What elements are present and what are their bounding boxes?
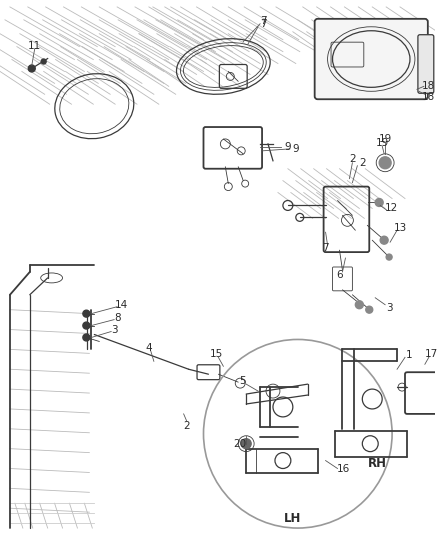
Circle shape: [375, 198, 383, 206]
Text: 8: 8: [114, 313, 120, 322]
Circle shape: [83, 334, 90, 341]
Text: 11: 11: [28, 41, 41, 51]
Text: 6: 6: [336, 270, 343, 280]
Text: 9: 9: [285, 142, 291, 152]
Circle shape: [379, 157, 391, 169]
Text: 18: 18: [422, 82, 435, 91]
Text: 13: 13: [393, 223, 406, 233]
Text: 17: 17: [425, 349, 438, 359]
Text: 7: 7: [260, 19, 266, 29]
Circle shape: [380, 236, 388, 244]
Circle shape: [28, 65, 35, 72]
Circle shape: [41, 59, 46, 64]
Circle shape: [355, 301, 363, 309]
Text: 16: 16: [337, 464, 350, 473]
Text: RH: RH: [368, 457, 387, 470]
Circle shape: [386, 254, 392, 260]
FancyBboxPatch shape: [418, 35, 434, 93]
Text: 15: 15: [210, 349, 223, 359]
Circle shape: [83, 322, 90, 329]
Text: 3: 3: [111, 325, 117, 335]
Circle shape: [366, 306, 373, 313]
Text: 2: 2: [184, 421, 190, 431]
Circle shape: [241, 439, 251, 449]
Text: 19: 19: [375, 138, 389, 148]
Text: 12: 12: [385, 204, 398, 213]
Text: 4: 4: [145, 343, 152, 353]
Text: 19: 19: [378, 134, 392, 144]
Text: 7: 7: [322, 243, 329, 253]
Text: 1: 1: [406, 350, 412, 360]
Text: 7: 7: [260, 16, 266, 26]
Text: 5: 5: [239, 376, 246, 386]
Text: 3: 3: [386, 303, 392, 313]
Text: 2: 2: [349, 154, 356, 164]
Text: LH: LH: [284, 512, 301, 524]
Circle shape: [83, 310, 90, 317]
Text: 20: 20: [233, 439, 247, 449]
Text: 14: 14: [114, 300, 128, 310]
Text: 18: 18: [422, 92, 435, 102]
FancyBboxPatch shape: [314, 19, 428, 99]
Text: 2: 2: [359, 158, 366, 168]
Text: 9: 9: [293, 144, 299, 154]
